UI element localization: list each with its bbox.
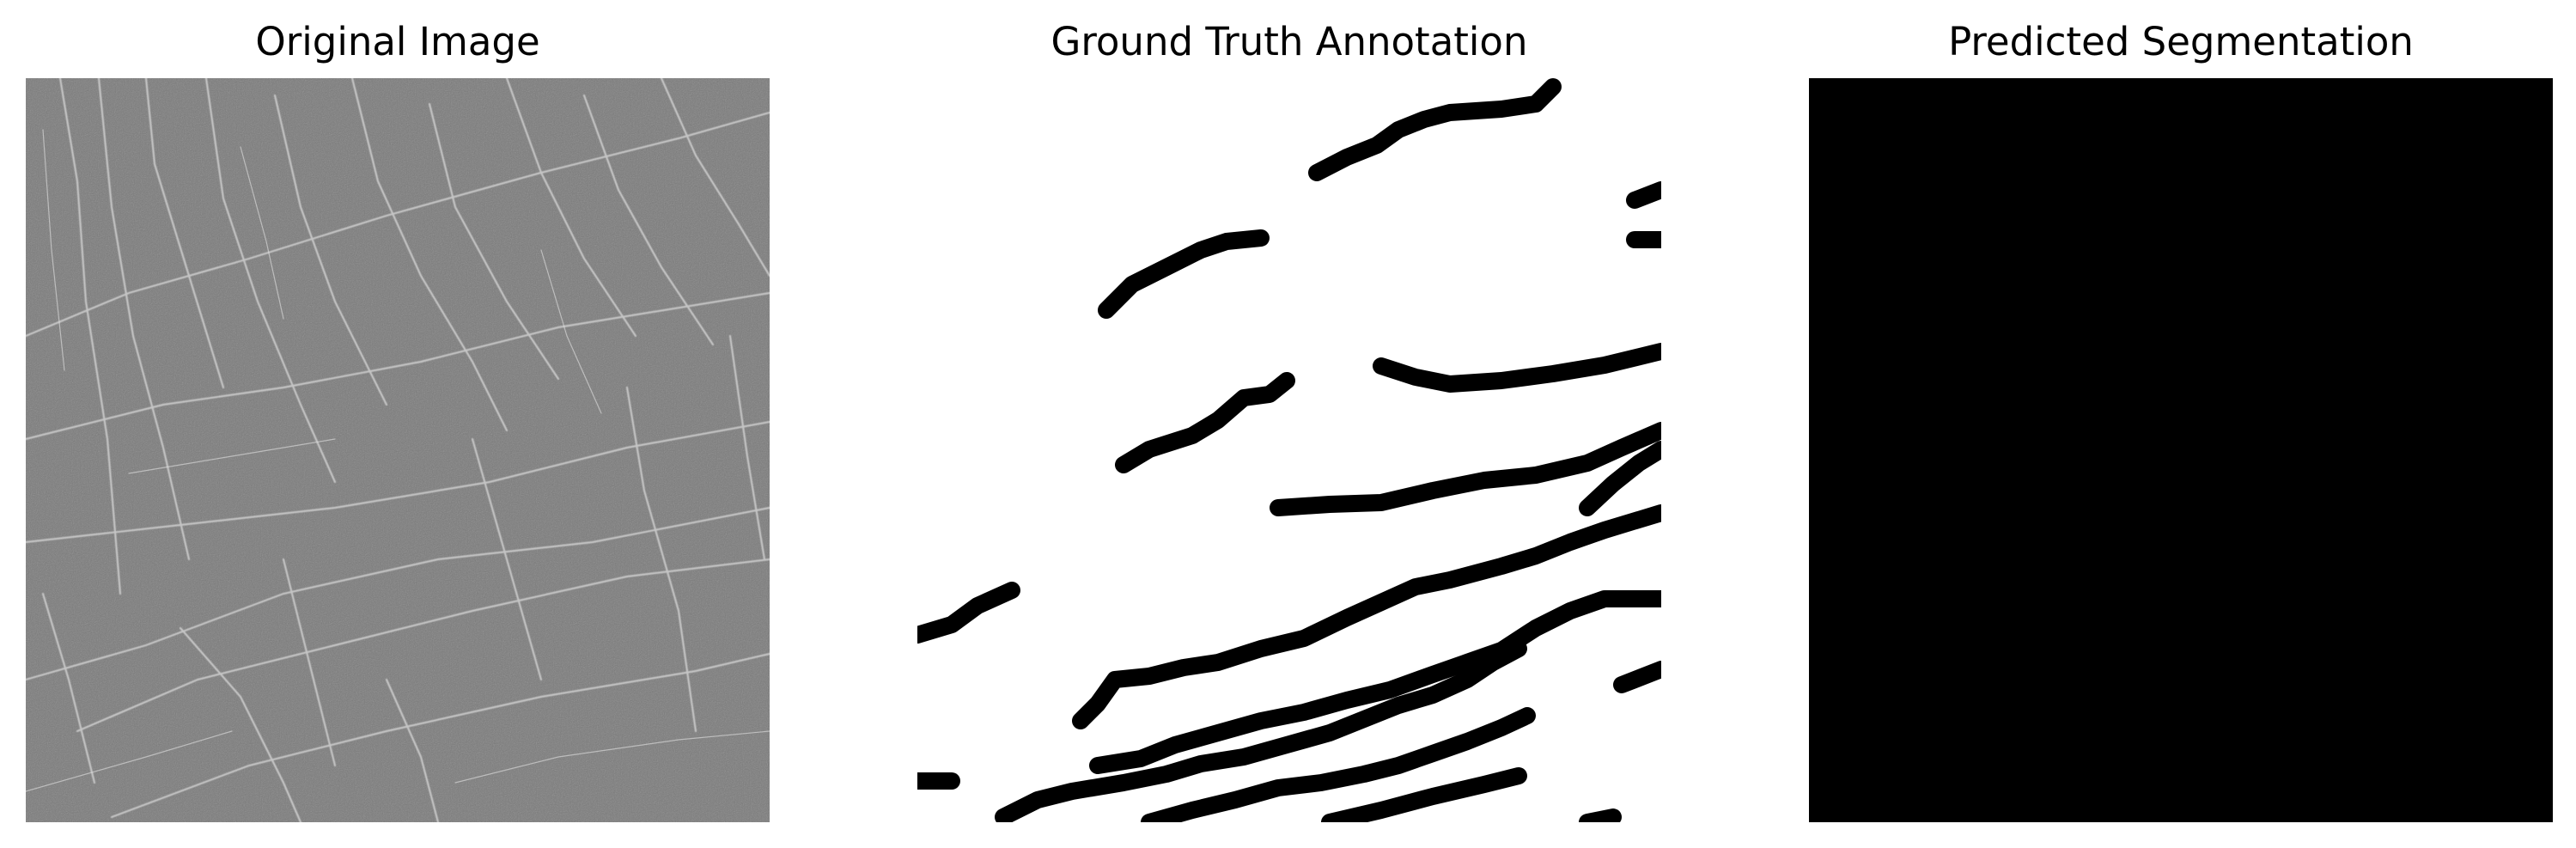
crack-stroke — [1579, 808, 1622, 822]
panel-title-ground-truth: Ground Truth Annotation — [1050, 19, 1528, 64]
crack-stroke — [1072, 504, 1661, 729]
crack-stroke — [1089, 590, 1661, 774]
crack-stroke — [1613, 661, 1661, 693]
ground-truth-mask — [917, 78, 1661, 822]
crack-stroke — [1308, 78, 1562, 181]
crack-stroke — [1373, 343, 1661, 393]
original-image — [26, 78, 770, 822]
panel-ground-truth: Ground Truth Annotation — [917, 0, 1661, 848]
panel-predicted-segmentation: Predicted Segmentation — [1809, 0, 2553, 848]
crack-stroke — [1579, 441, 1661, 516]
panel-title-original: Original Image — [255, 19, 540, 64]
crack-stroke — [1626, 181, 1661, 209]
crack-stroke — [1321, 767, 1527, 822]
crack-stroke — [995, 640, 1527, 822]
panel-original-image: Original Image — [26, 0, 770, 848]
crack-stroke — [1115, 372, 1295, 473]
crack-stroke — [917, 582, 1020, 644]
predicted-mask — [1809, 78, 2553, 822]
crack-stroke — [1141, 707, 1536, 822]
crack-stroke — [1270, 422, 1661, 516]
crack-stroke — [1098, 229, 1270, 319]
panel-title-predicted: Predicted Segmentation — [1948, 19, 2414, 64]
